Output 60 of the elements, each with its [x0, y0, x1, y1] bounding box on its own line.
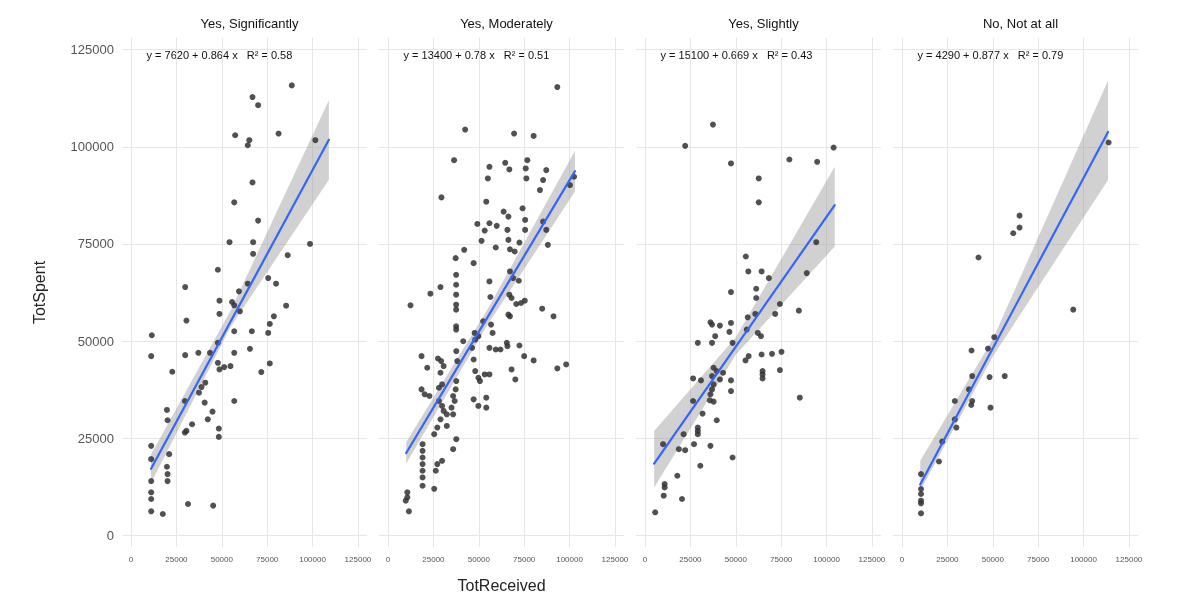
point [975, 254, 982, 261]
x-tick-label: 125000 [1115, 554, 1143, 564]
y-tick-label: 0 [106, 527, 114, 543]
point [1016, 212, 1023, 219]
point [991, 334, 998, 341]
point [984, 345, 991, 352]
chart-title: Yes, Slightly [728, 16, 800, 31]
x-tick-label: 100000 [813, 554, 841, 564]
point [918, 510, 925, 517]
point [918, 471, 925, 478]
point [918, 491, 925, 497]
y-tick-label: 75000 [77, 236, 114, 252]
x-tick-label: 50000 [981, 554, 1005, 564]
y-axis-title: TotSpent [30, 260, 48, 325]
x-tick-label: 50000 [467, 554, 491, 564]
x-tick-label: 100000 [1070, 554, 1098, 564]
x-tick-label: 100000 [556, 554, 584, 564]
point [953, 424, 960, 431]
x-tick-label: 75000 [513, 554, 536, 564]
y-tick-label: 50000 [77, 333, 114, 349]
point [968, 347, 975, 354]
x-tick-label: 25000 [165, 554, 189, 564]
point [1105, 139, 1112, 146]
x-tick-label: 100000 [299, 554, 327, 564]
point [969, 373, 976, 380]
x-tick-label: 25000 [422, 554, 446, 564]
chart-title: No, Not at all [982, 16, 1059, 31]
x-tick-label: 75000 [770, 554, 793, 564]
y-tick-label: 125000 [70, 42, 114, 58]
annotation: y = 15100 + 0.669 x R² = 0.43 [660, 48, 813, 61]
x-tick-label: 125000 [601, 554, 629, 564]
y-tick-label: 25000 [77, 430, 114, 446]
point [968, 401, 975, 408]
y-tick-label: 100000 [70, 139, 114, 155]
x-tick-label: 0 [128, 554, 134, 564]
x-tick-label: 0 [385, 554, 391, 564]
annotation: y = 7620 + 0.864 x R² = 0.58 [146, 48, 293, 61]
chart-title: Yes, Moderately [460, 16, 554, 31]
point [1070, 306, 1077, 313]
x-tick-label: 125000 [344, 554, 372, 564]
point [1016, 224, 1023, 231]
x-tick-label: 50000 [210, 554, 234, 564]
x-tick-label: 0 [642, 554, 648, 564]
point [951, 397, 958, 404]
x-tick-label: 25000 [936, 554, 960, 564]
point [1001, 373, 1008, 380]
point [918, 486, 925, 493]
x-tick-label: 0 [899, 554, 905, 564]
x-tick-label: 75000 [256, 554, 279, 564]
x-tick-label: 75000 [1027, 554, 1050, 564]
chart-title: Yes, Significantly [200, 16, 299, 31]
point [1010, 230, 1017, 237]
x-tick-label: 125000 [858, 554, 886, 564]
annotation: y = 4290 + 0.877 x R² = 0.79 [917, 48, 1064, 61]
x-tick-label: 25000 [679, 554, 703, 564]
x-axis-title: TotReceived [457, 576, 546, 594]
point [936, 458, 943, 465]
point [986, 374, 993, 381]
x-tick-label: 50000 [724, 554, 748, 564]
annotation: y = 13400 + 0.78 x R² = 0.51 [403, 48, 550, 61]
